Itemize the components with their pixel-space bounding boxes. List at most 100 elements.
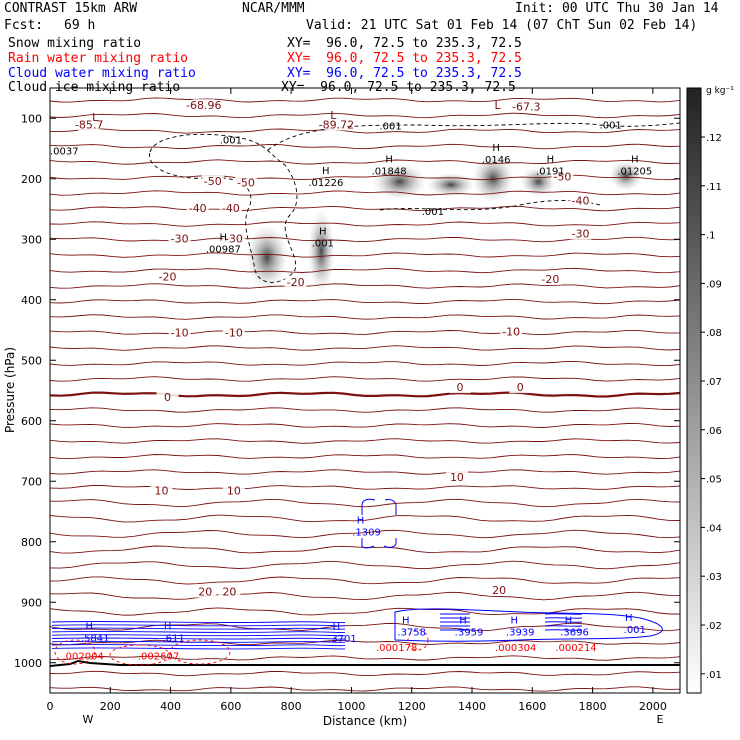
label-backdrop — [539, 272, 562, 285]
snow-max-label: .00987 — [206, 244, 241, 255]
label-backdrop — [192, 99, 215, 112]
temperature-line — [50, 298, 680, 305]
y-tick-label: 300 — [21, 233, 42, 246]
east-label: E — [657, 713, 664, 726]
cloud-water-line — [51, 627, 346, 630]
rain-contour — [169, 639, 231, 665]
temperature-line — [50, 686, 680, 692]
label-backdrop — [325, 118, 348, 131]
snow-blob — [372, 163, 427, 200]
cloud-water-high-marker: H — [510, 616, 518, 627]
temperature-line — [50, 283, 680, 289]
field-xy-rain: XY= 96.0, 72.5 to 235.3, 72.5 — [287, 51, 522, 66]
x-tick-label: 1400 — [458, 700, 486, 713]
field-name-cloud-water: Cloud water mixing ratio — [8, 66, 196, 81]
temperature-label: -85.7 — [75, 119, 103, 132]
y-axis-label: Pressure (hPa) — [3, 347, 17, 433]
colorbar-tick-label: .01 — [706, 670, 722, 681]
west-label: W — [83, 713, 94, 726]
colorbar-tick-label: .08 — [706, 328, 722, 339]
cloud-water-high-marker: H — [565, 616, 573, 627]
cloud-water-max-label: .3939 — [506, 628, 535, 639]
temperature-line — [50, 498, 680, 508]
y-tick-label: 200 — [21, 173, 42, 186]
colorbar-tick-label: .04 — [706, 523, 722, 534]
cloud-water-max-label: .611 — [162, 634, 184, 645]
snow-blob — [472, 154, 515, 203]
cloud-ice-label: .001 — [422, 207, 444, 218]
forecast-label: Fcst: — [4, 18, 44, 33]
x-axis-label: Distance (km) — [323, 714, 407, 728]
temperature-line — [50, 576, 680, 585]
snow-high-marker: H — [220, 232, 228, 243]
field-name-snow: Snow mixing ratio — [8, 36, 142, 51]
label-backdrop — [448, 381, 471, 394]
temperature-label: -68.96 — [186, 99, 221, 112]
cloud-water-line — [394, 608, 663, 642]
cloud-water-line — [51, 647, 346, 650]
temperature-label: -10 — [171, 327, 189, 340]
field-name-rain: Rain water mixing ratio — [8, 51, 189, 66]
x-tick-label: 200 — [100, 700, 121, 713]
snow-high-marker: H — [631, 154, 639, 165]
colorbar-tick-label: .05 — [706, 475, 722, 486]
colorbar-tick-label: .12 — [706, 133, 722, 144]
snow-high-marker: H — [385, 154, 393, 165]
temperature-label: 10 — [450, 471, 464, 484]
label-backdrop — [509, 381, 532, 394]
label-backdrop — [156, 270, 179, 283]
x-tick-label: 1000 — [337, 700, 365, 713]
temperature-label: -67.3 — [512, 100, 540, 113]
colorbar-tick-label: .06 — [706, 426, 722, 437]
plot-frame — [49, 87, 681, 694]
cloud-water-contour — [361, 498, 397, 549]
temperature-label: -20 — [159, 270, 177, 283]
temperature-label: -89.72 — [319, 119, 354, 132]
label-backdrop — [569, 227, 592, 240]
y-tick-label: 500 — [21, 354, 42, 367]
cloud-water-max-label: .3758 — [397, 628, 426, 639]
snow-high-marker: H — [319, 226, 327, 237]
label-backdrop — [445, 471, 468, 484]
colorbar: .12 .11 .1 .09 .08 .07 .06 .05 .04 .03 .02 .01 g kg… — [686, 86, 734, 694]
temperature-line — [50, 423, 680, 428]
temperature-label: -40 — [572, 195, 590, 208]
label-backdrop — [201, 174, 224, 187]
y-tick-label: 400 — [21, 294, 42, 307]
cloud-ice-label: .0037 — [50, 147, 79, 158]
temperature-line — [50, 159, 680, 165]
temperature-label: 10 — [155, 485, 169, 498]
temperature-line — [50, 545, 680, 554]
cloud-water-max-label: .3959 — [455, 628, 484, 639]
label-backdrop — [156, 390, 179, 403]
cloud-water-high-marker: H — [85, 622, 93, 633]
cloud-water-high-marker: H — [459, 616, 467, 627]
field-xy-cloud-water: XY= 96.0, 72.5 to 235.3, 72.5 — [287, 66, 522, 81]
temperature-label: -30 — [225, 232, 243, 245]
contour-labels: -85.7-68.96-89.72-67.3-50 -50 -50-40 -40-40… — [50, 99, 652, 663]
temperature-line — [50, 529, 680, 539]
temperature-label: -50 — [237, 177, 255, 190]
temperature-line — [50, 128, 680, 134]
rain-max-label: .002004 — [62, 652, 103, 663]
temperature-line — [50, 314, 680, 320]
cloud-water-line — [544, 617, 583, 619]
cloud-water-line — [51, 640, 346, 643]
colorbar-ramp — [686, 87, 702, 694]
cloud-ice-contour — [149, 133, 298, 283]
x-tick-label: 1600 — [518, 700, 546, 713]
rain-max-label: .002607 — [138, 652, 179, 663]
cloud-water-line — [51, 634, 346, 637]
y-tick-label: 100 — [21, 112, 42, 125]
label-backdrop — [222, 326, 245, 339]
cloud-water-line — [51, 620, 346, 624]
colorbar-tick-label: .09 — [706, 279, 722, 290]
temperature-line — [50, 391, 680, 398]
snow-max-label: .0146 — [482, 155, 511, 166]
cloud-water-contours — [51, 498, 663, 650]
temperature-label: 20 — [222, 586, 236, 599]
snow-max-label: .01205 — [617, 166, 652, 177]
temperature-line — [50, 454, 680, 460]
cloud-water-line — [544, 613, 583, 615]
